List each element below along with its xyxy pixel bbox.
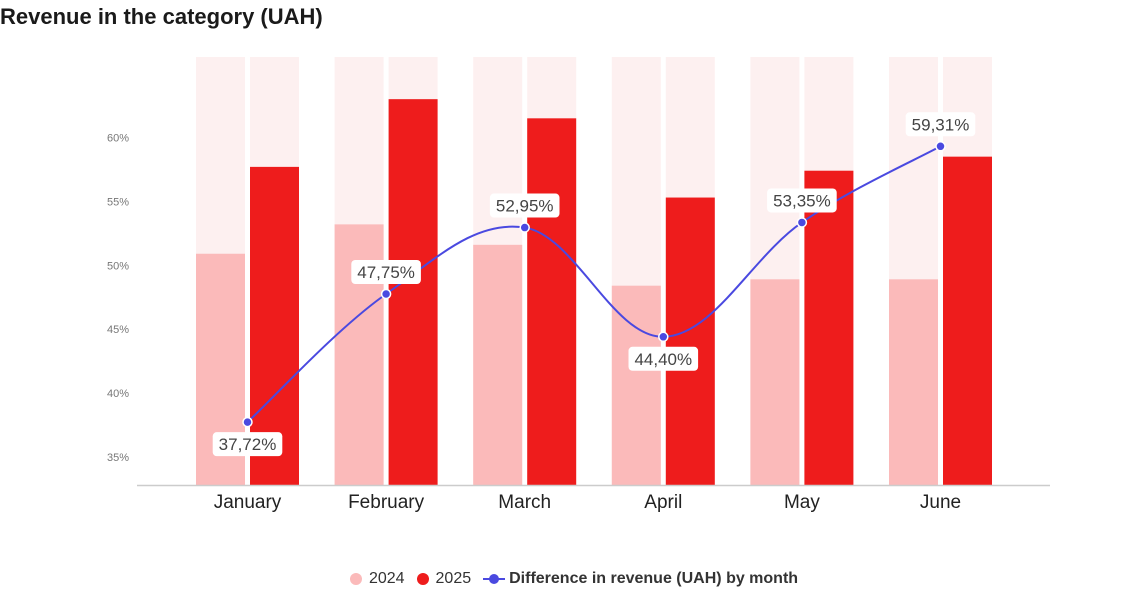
- x-tick-label-may: May: [784, 492, 820, 513]
- legend-item-difference[interactable]: Difference in revenue (UAH) by month: [483, 570, 798, 588]
- x-tick-label-june: June: [920, 492, 961, 513]
- legend-swatch-2025: [416, 573, 429, 585]
- bar-2025-february[interactable]: [388, 99, 438, 485]
- difference-line: [246, 145, 941, 423]
- difference-point-june[interactable]: [935, 141, 946, 152]
- data-label-april: 44,40%: [634, 350, 692, 369]
- legend-swatch-difference: [483, 573, 506, 585]
- y-tick-label-55: 55%: [107, 196, 129, 208]
- bar-2025-march[interactable]: [527, 118, 577, 485]
- data-label-bg-march: [489, 193, 560, 218]
- legend-label-difference: Difference in revenue (UAH) by month: [509, 570, 799, 587]
- y-tick-label-50: 50%: [107, 260, 129, 272]
- bar-2025-may[interactable]: [804, 170, 854, 485]
- legend: 2024 2025 Difference in revenue (UAH) by…: [0, 570, 1148, 588]
- x-tick-label-april: April: [644, 492, 682, 513]
- difference-point-march[interactable]: [519, 222, 530, 233]
- bar-2024-june[interactable]: [889, 279, 938, 485]
- data-label-bg-june: [905, 112, 976, 137]
- bars-layer: [196, 99, 992, 486]
- x-tick-label-january: January: [214, 492, 282, 513]
- data-label-bg-january: [212, 432, 283, 457]
- chart-title: Revenue in the category (UAH): [0, 4, 323, 29]
- x-tick-label-february: February: [348, 492, 425, 513]
- axis-layer: January February March April May June 35% 40% 45…: [107, 132, 1050, 513]
- difference-line-layer: [242, 141, 946, 428]
- data-label-may: 53,35%: [773, 191, 831, 210]
- difference-point-january[interactable]: [242, 416, 253, 428]
- bar-background-layer: [196, 57, 992, 485]
- data-label-january: 37,72%: [219, 435, 277, 454]
- y-tick-label-40: 40%: [107, 388, 129, 400]
- bar-2025-april[interactable]: [665, 197, 715, 486]
- data-label-bg-february: [351, 259, 421, 284]
- x-tick-label-march: March: [498, 492, 551, 513]
- revenue-chart: January February March April May June 35% 40% 45…: [107, 57, 1050, 513]
- data-label-february: 47,75%: [357, 263, 415, 282]
- legend-label-2024: 2024: [368, 570, 405, 587]
- difference-point-april[interactable]: [658, 331, 669, 343]
- data-label-layer: 37,72% 47,75% 52,95% 44,40% 53,35% 59,31%: [212, 112, 976, 457]
- y-tick-label-45: 45%: [107, 324, 129, 336]
- data-label-bg-april: [628, 346, 699, 371]
- bar-2025-june[interactable]: [943, 156, 992, 485]
- bar-2025-january[interactable]: [250, 166, 299, 485]
- difference-point-february[interactable]: [380, 288, 392, 300]
- legend-label-2025: 2025: [435, 570, 472, 587]
- legend-item-2024[interactable]: 2024: [349, 570, 405, 588]
- legend-item-2025[interactable]: 2025: [416, 570, 472, 588]
- difference-point-may[interactable]: [796, 217, 808, 228]
- legend-swatch-2024: [349, 573, 362, 585]
- bar-2024-april[interactable]: [611, 285, 661, 485]
- y-tick-label-35: 35%: [107, 452, 129, 464]
- y-tick-label-60: 60%: [107, 132, 129, 144]
- data-label-bg-may: [767, 188, 837, 213]
- bar-2024-march[interactable]: [473, 244, 523, 485]
- data-label-june: 59,31%: [912, 115, 970, 134]
- data-label-march: 52,95%: [496, 197, 554, 216]
- bar-2024-may[interactable]: [750, 279, 800, 485]
